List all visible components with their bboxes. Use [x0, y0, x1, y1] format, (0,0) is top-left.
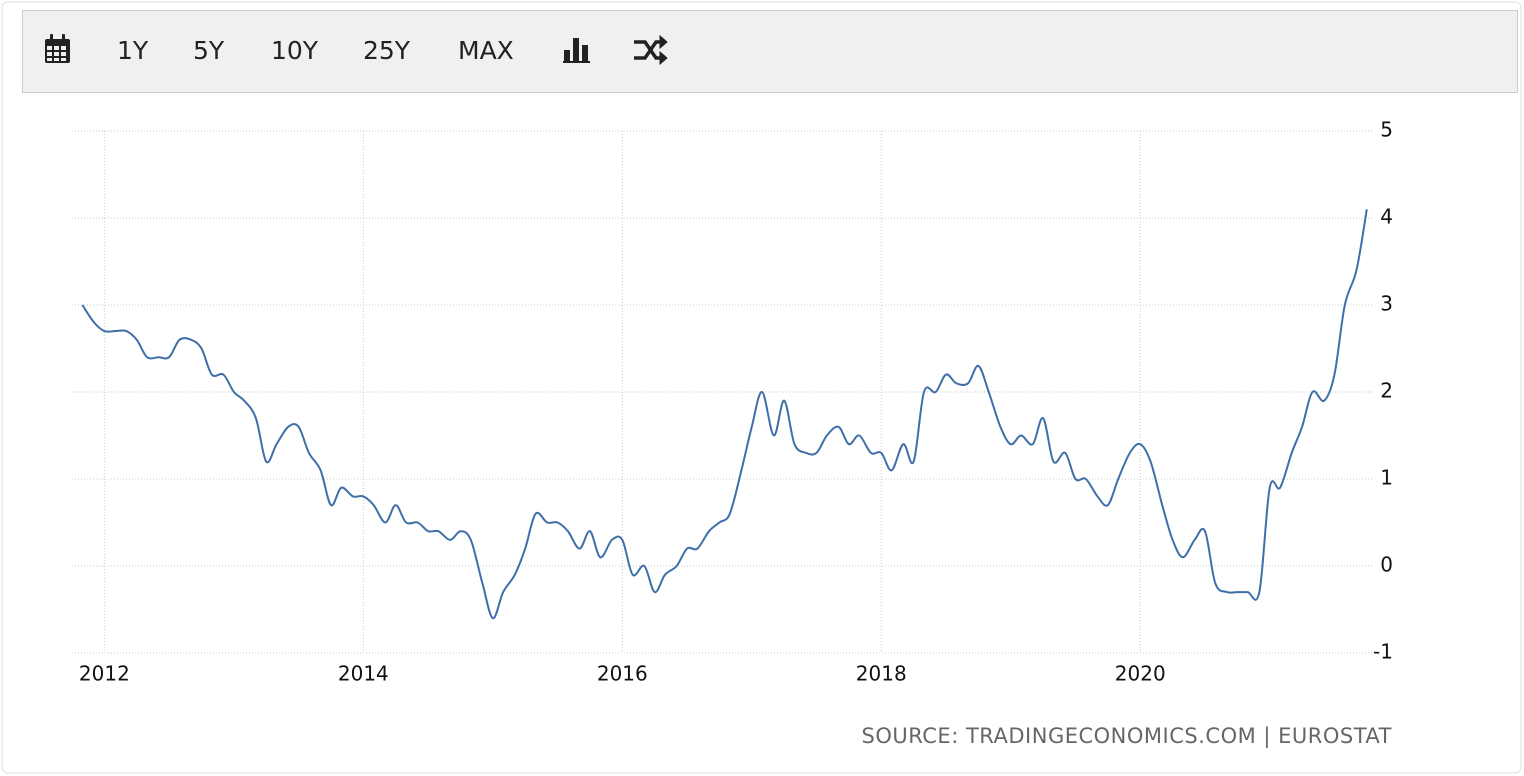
x-tick-label: 2018 — [856, 662, 907, 686]
compare-icon[interactable] — [634, 34, 668, 66]
range-button[interactable]: 5Y — [193, 36, 225, 65]
calendar-icon[interactable] — [45, 34, 70, 63]
y-tick-label: 3 — [1380, 292, 1393, 316]
data-line — [81, 209, 1368, 620]
y-tick-label: 2 — [1380, 379, 1393, 403]
x-tick-label: 2012 — [79, 662, 130, 686]
range-button[interactable]: 25Y — [363, 36, 411, 65]
chart-type-icon[interactable] — [563, 38, 590, 63]
toolbar — [22, 10, 1518, 93]
x-tick-label: 2016 — [597, 662, 648, 686]
x-tick-label: 2020 — [1115, 662, 1166, 686]
x-tick-label: 2014 — [338, 662, 389, 686]
y-tick-label: 0 — [1380, 553, 1393, 577]
range-button[interactable]: 10Y — [271, 36, 319, 65]
y-tick-label: 5 — [1380, 118, 1393, 142]
y-tick-label: -1 — [1373, 640, 1393, 664]
range-button[interactable]: MAX — [458, 36, 514, 65]
range-button[interactable]: 1Y — [117, 36, 149, 65]
y-tick-label: 1 — [1380, 466, 1393, 490]
source-note: SOURCE: TRADINGECONOMICS.COM | EUROSTAT — [861, 724, 1392, 749]
y-tick-label: 4 — [1380, 205, 1393, 229]
